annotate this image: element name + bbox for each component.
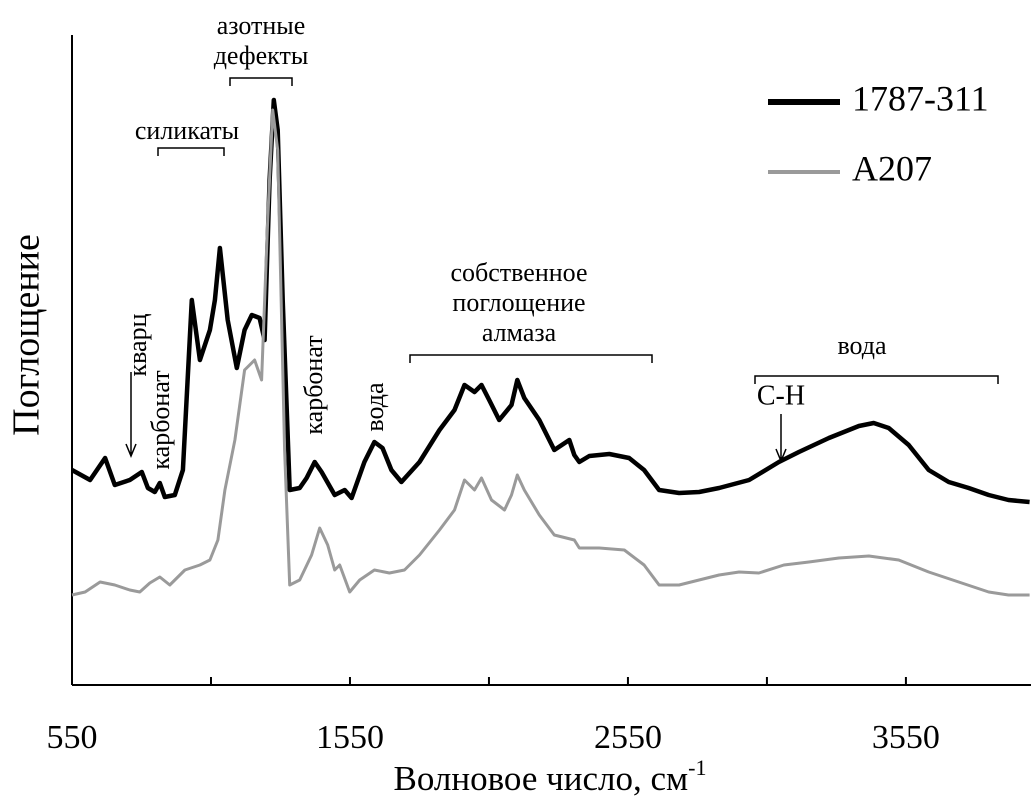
annotation-arrow: [775, 414, 787, 463]
x-axis-label-sup: -1: [688, 755, 706, 780]
series-line: [71, 108, 1030, 597]
x-tick-label: 3550: [872, 719, 940, 756]
annotation: вода: [360, 382, 389, 432]
annotation-bracket: [229, 77, 293, 86]
annotation-arrow: [125, 372, 137, 458]
x-tick-label: 2550: [594, 719, 662, 756]
legend-label: 1787-311: [852, 78, 989, 118]
annotation-bracket: [409, 354, 653, 363]
annotation: кварц: [123, 313, 152, 376]
annotation: карбонат: [299, 335, 328, 434]
annotation: собственное: [450, 258, 587, 287]
annotation: алмаза: [482, 318, 557, 347]
annotation: вода: [837, 331, 887, 360]
y-axis-label: Поглощение: [6, 234, 48, 436]
series-line: [70, 97, 1030, 505]
annotation-bracket: [754, 375, 999, 384]
x-axis-label: Волновое число, см-1: [394, 755, 707, 798]
legend-label: A207: [852, 148, 932, 188]
annotation: карбонат: [146, 370, 175, 469]
annotation: силикаты: [135, 116, 239, 145]
x-tick-label: 550: [47, 719, 98, 756]
annotation: дефекты: [214, 41, 309, 70]
annotation: C-H: [757, 380, 805, 411]
annotation: поглощение: [452, 288, 585, 317]
x-axis-label-main: Волновое число, см: [394, 759, 689, 798]
annotation: азотные: [217, 11, 306, 40]
annotation-bracket: [157, 147, 225, 156]
x-tick-label: 1550: [316, 719, 384, 756]
